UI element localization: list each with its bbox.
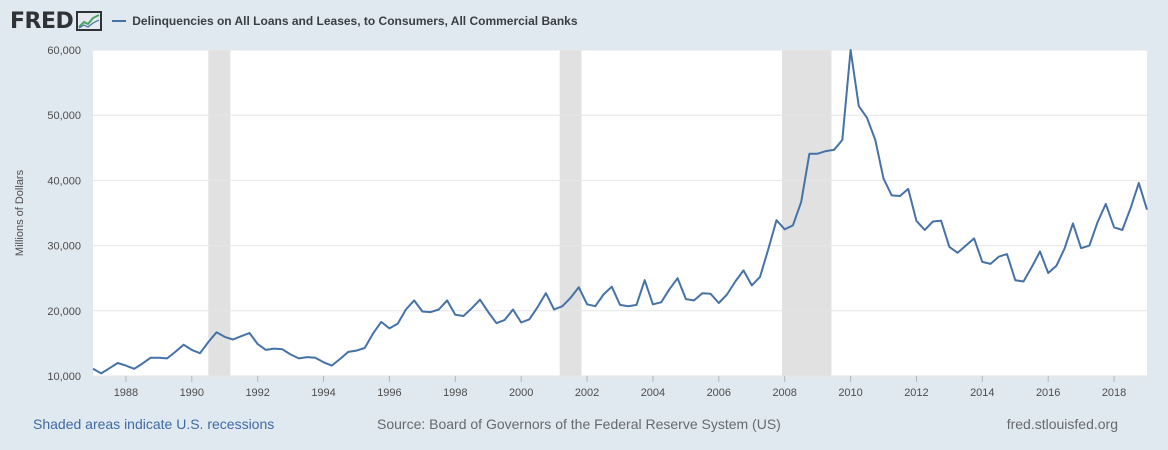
x-tick-label: 2018 (1102, 387, 1126, 399)
grid (93, 49, 1147, 377)
chart-line-icon (76, 11, 103, 31)
x-tick-label: 2002 (575, 387, 599, 399)
x-tick-label: 2000 (509, 387, 533, 399)
recession-shading (208, 50, 832, 376)
y-tick-label: 60,000 (47, 45, 81, 57)
y-axis: 10,000 20,000 30,000 40,000 50,000 60,000 (47, 45, 81, 383)
x-tick-label: 1988 (114, 387, 138, 399)
x-tick-label: 1994 (311, 387, 335, 399)
y-axis-label: Millions of Dollars (14, 169, 26, 256)
x-tick-label: 2012 (904, 387, 928, 399)
recession-band (208, 50, 231, 376)
y-tick-label: 40,000 (47, 175, 81, 187)
plot-area (93, 50, 1147, 376)
legend-swatch (112, 20, 127, 22)
chart-title: Delinquencies on All Loans and Leases, t… (132, 14, 578, 28)
x-tick-label: 1992 (245, 387, 269, 399)
x-tick-label: 1998 (443, 387, 467, 399)
recession-band (782, 50, 832, 376)
y-tick-label: 20,000 (47, 306, 81, 318)
x-axis: 1988 1990 1992 1994 1996 1998 2000 2002 2004 2006… (114, 376, 1126, 399)
credit-link[interactable]: fred.stlouisfed.org (1006, 416, 1118, 432)
y-tick-label: 30,000 (47, 241, 81, 253)
series-line[interactable] (92, 49, 1148, 375)
chart: 10,000 20,000 30,000 40,000 50,000 60,000 198… (14, 45, 1148, 399)
y-tick-label: 10,000 (47, 371, 81, 383)
fred-logo[interactable]: FRED (10, 8, 74, 34)
x-tick-label: 1996 (377, 387, 401, 399)
source-text: Source: Board of Governors of the Federa… (377, 416, 781, 432)
y-tick-label: 50,000 (47, 110, 81, 122)
x-tick-label: 2016 (1036, 387, 1060, 399)
x-tick-label: 2010 (838, 387, 862, 399)
recession-note-link[interactable]: Shaded areas indicate U.S. recessions (33, 416, 275, 432)
x-tick-label: 2008 (772, 387, 796, 399)
x-tick-label: 2014 (970, 387, 994, 399)
x-tick-label: 1990 (180, 387, 204, 399)
recession-band (559, 50, 582, 376)
x-tick-label: 2006 (707, 387, 731, 399)
chart-header: FRED Delinquencies on All Loans and Leas… (10, 6, 578, 36)
x-tick-label: 2004 (641, 387, 665, 399)
